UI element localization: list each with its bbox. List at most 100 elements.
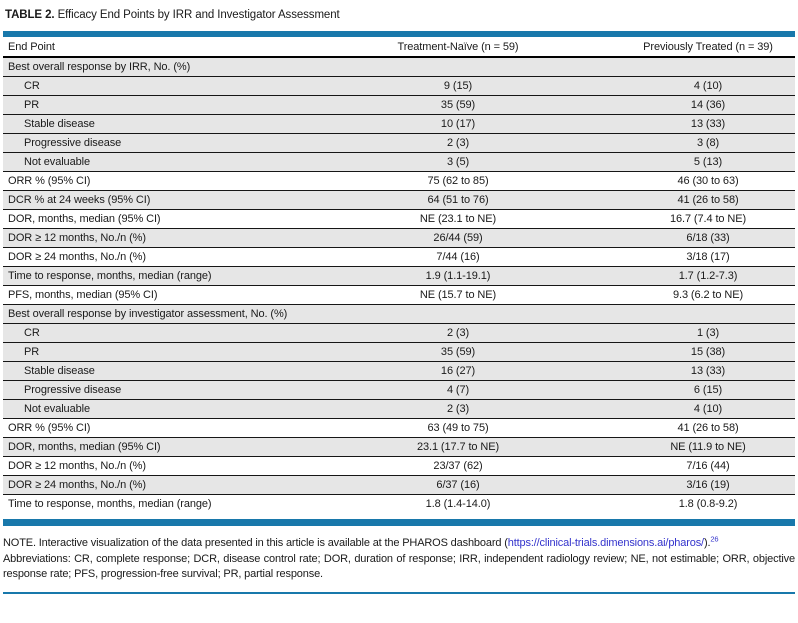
previously-treated-value: 6 (15)	[621, 379, 795, 399]
end-point-label: DOR ≥ 12 months, No./n (%)	[3, 227, 295, 247]
table-row: PR 35 (59) 14 (36)	[3, 94, 795, 114]
previously-treated-value: 1.8 (0.8-9.2)	[621, 493, 795, 513]
col-header-treatment-naive: Treatment-Naïve (n = 59)	[295, 37, 621, 58]
end-point-label: Time to response, months, median (range)	[3, 265, 295, 285]
end-point-label: Progressive disease	[3, 132, 295, 152]
end-point-label: ORR % (95% CI)	[3, 170, 295, 190]
previously-treated-value: 13 (33)	[621, 113, 795, 133]
previously-treated-value: 14 (36)	[621, 94, 795, 114]
table-title: TABLE 2. Efficacy End Points by IRR and …	[5, 8, 795, 22]
previously-treated-value: 3 (8)	[621, 132, 795, 152]
previously-treated-value: 9.3 (6.2 to NE)	[621, 284, 795, 304]
end-point-label: DOR, months, median (95% CI)	[3, 436, 295, 456]
pharos-dashboard-link[interactable]: https://clinical-trials.dimensions.ai/ph…	[507, 537, 704, 549]
previously-treated-value: 3/18 (17)	[621, 246, 795, 266]
end-point-label: DOR ≥ 24 months, No./n (%)	[3, 474, 295, 494]
table-figure: TABLE 2. Efficacy End Points by IRR and …	[3, 8, 795, 594]
table-row: Time to response, months, median (range)…	[3, 493, 795, 513]
treatment-naive-value: 7/44 (16)	[295, 246, 621, 266]
previously-treated-value: 1 (3)	[621, 322, 795, 342]
treatment-naive-value	[295, 57, 621, 76]
table-row: Progressive disease 4 (7) 6 (15)	[3, 379, 795, 399]
table-row: CR 2 (3) 1 (3)	[3, 322, 795, 342]
treatment-naive-value: 2 (3)	[295, 398, 621, 418]
figure-end-rule	[3, 591, 795, 594]
table-row: DOR ≥ 24 months, No./n (%) 7/44 (16) 3/1…	[3, 246, 795, 266]
previously-treated-value: 3/16 (19)	[621, 474, 795, 494]
abbreviations-text: Abbreviations: CR, complete response; DC…	[3, 552, 795, 581]
table-body: Best overall response by IRR, No. (%) CR…	[3, 57, 795, 513]
treatment-naive-value: 16 (27)	[295, 360, 621, 380]
previously-treated-value: 46 (30 to 63)	[621, 170, 795, 190]
treatment-naive-value: 2 (3)	[295, 132, 621, 152]
previously-treated-value	[621, 57, 795, 76]
reference-26-link[interactable]: 26	[710, 534, 719, 544]
end-point-label: DOR ≥ 12 months, No./n (%)	[3, 455, 295, 475]
end-point-label: PR	[3, 94, 295, 114]
table-row: DOR, months, median (95% CI) NE (23.1 to…	[3, 208, 795, 228]
note-prefix: NOTE. Interactive visualization of the d…	[3, 537, 508, 549]
previously-treated-value: 41 (26 to 58)	[621, 189, 795, 209]
treatment-naive-value: 1.8 (1.4-14.0)	[295, 493, 621, 513]
table-top-rule	[3, 31, 795, 37]
end-point-label: ORR % (95% CI)	[3, 417, 295, 437]
end-point-label: CR	[3, 322, 295, 342]
column-header-row: End Point Treatment-Naïve (n = 59) Previ…	[3, 37, 795, 58]
table-row: Best overall response by IRR, No. (%)	[3, 57, 795, 76]
table-row: PFS, months, median (95% CI) NE (15.7 to…	[3, 284, 795, 304]
table-row: DOR ≥ 24 months, No./n (%) 6/37 (16) 3/1…	[3, 474, 795, 494]
table-row: CR 9 (15) 4 (10)	[3, 75, 795, 95]
treatment-naive-value: 1.9 (1.1-19.1)	[295, 265, 621, 285]
table-row: Time to response, months, median (range)…	[3, 265, 795, 285]
col-header-end-point: End Point	[3, 37, 295, 58]
table-row: Stable disease 16 (27) 13 (33)	[3, 360, 795, 380]
table-footnotes: NOTE. Interactive visualization of the d…	[3, 534, 795, 583]
table-row: DOR ≥ 12 months, No./n (%) 26/44 (59) 6/…	[3, 227, 795, 247]
previously-treated-value: 7/16 (44)	[621, 455, 795, 475]
col-header-previously-treated: Previously Treated (n = 39)	[621, 37, 795, 58]
end-point-label: DOR, months, median (95% CI)	[3, 208, 295, 228]
treatment-naive-value: 2 (3)	[295, 322, 621, 342]
efficacy-endpoints-table: End Point Treatment-Naïve (n = 59) Previ…	[3, 37, 795, 513]
treatment-naive-value: 4 (7)	[295, 379, 621, 399]
treatment-naive-value: 23.1 (17.7 to NE)	[295, 436, 621, 456]
table-row: Not evaluable 2 (3) 4 (10)	[3, 398, 795, 418]
previously-treated-value: 5 (13)	[621, 151, 795, 171]
note-text: NOTE. Interactive visualization of the d…	[3, 534, 795, 552]
previously-treated-value: 6/18 (33)	[621, 227, 795, 247]
end-point-label: Time to response, months, median (range)	[3, 493, 295, 513]
table-row: ORR % (95% CI) 63 (49 to 75) 41 (26 to 5…	[3, 417, 795, 437]
treatment-naive-value: 63 (49 to 75)	[295, 417, 621, 437]
previously-treated-value: 4 (10)	[621, 398, 795, 418]
previously-treated-value: NE (11.9 to NE)	[621, 436, 795, 456]
treatment-naive-value: 6/37 (16)	[295, 474, 621, 494]
end-point-label: Not evaluable	[3, 151, 295, 171]
end-point-label: Not evaluable	[3, 398, 295, 418]
table-number: TABLE 2.	[5, 9, 55, 21]
end-point-label: PFS, months, median (95% CI)	[3, 284, 295, 304]
table-row: DOR, months, median (95% CI) 23.1 (17.7 …	[3, 436, 795, 456]
treatment-naive-value	[295, 303, 621, 323]
table-row: Stable disease 10 (17) 13 (33)	[3, 113, 795, 133]
end-point-label: PR	[3, 341, 295, 361]
treatment-naive-value: 9 (15)	[295, 75, 621, 95]
treatment-naive-value: NE (15.7 to NE)	[295, 284, 621, 304]
previously-treated-value: 4 (10)	[621, 75, 795, 95]
table-row: Not evaluable 3 (5) 5 (13)	[3, 151, 795, 171]
treatment-naive-value: 64 (51 to 76)	[295, 189, 621, 209]
table-row: DCR % at 24 weeks (95% CI) 64 (51 to 76)…	[3, 189, 795, 209]
end-point-label: Progressive disease	[3, 379, 295, 399]
treatment-naive-value: NE (23.1 to NE)	[295, 208, 621, 228]
treatment-naive-value: 35 (59)	[295, 94, 621, 114]
previously-treated-value: 16.7 (7.4 to NE)	[621, 208, 795, 228]
end-point-label: Best overall response by investigator as…	[3, 303, 295, 323]
treatment-naive-value: 23/37 (62)	[295, 455, 621, 475]
table-row: ORR % (95% CI) 75 (62 to 85) 46 (30 to 6…	[3, 170, 795, 190]
end-point-label: DOR ≥ 24 months, No./n (%)	[3, 246, 295, 266]
table-caption: Efficacy End Points by IRR and Investiga…	[57, 9, 340, 21]
previously-treated-value: 41 (26 to 58)	[621, 417, 795, 437]
table-row: PR 35 (59) 15 (38)	[3, 341, 795, 361]
table-bottom-rule	[3, 519, 795, 526]
treatment-naive-value: 3 (5)	[295, 151, 621, 171]
end-point-label: Best overall response by IRR, No. (%)	[3, 57, 295, 76]
